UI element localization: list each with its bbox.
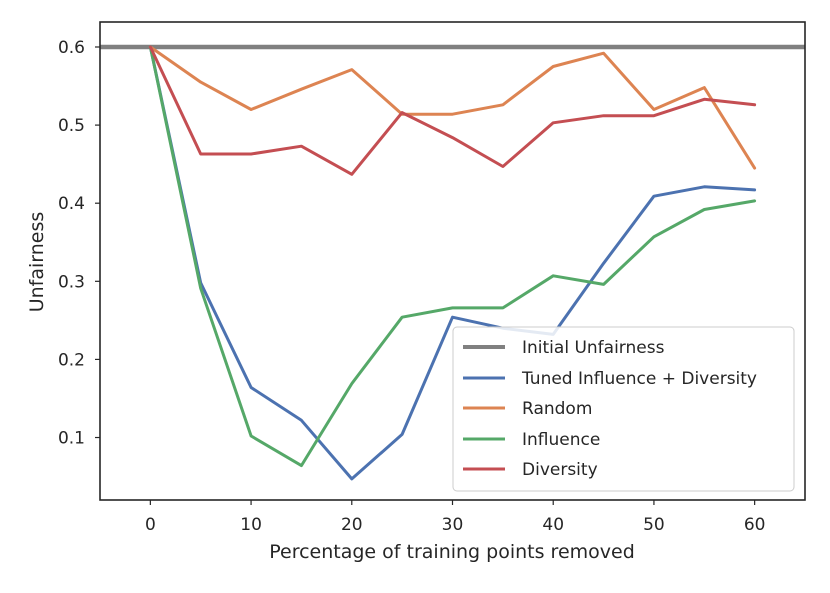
x-tick-label: 60 [744, 515, 766, 535]
series-line-influence [148, 45, 757, 468]
plot-area-frame [99, 21, 806, 501]
x-tick-label: 30 [442, 515, 464, 535]
y-tick-label: 0.3 [58, 272, 85, 292]
legend-entry-initial-unfairness: Initial Unfairness [463, 338, 665, 358]
y-axis-label: Unfairness [26, 212, 48, 313]
series-line-random [148, 45, 757, 170]
x-tick-label: 10 [240, 515, 262, 535]
legend-label-tuned-influence-diversity: Tuned Influence + Diversity [521, 369, 757, 389]
x-axis-ticks: 0 10 20 30 40 50 60 [145, 500, 766, 535]
y-tick-label: 0.5 [58, 116, 85, 136]
legend-frame [452, 326, 795, 492]
legend-entry-random: Random [463, 399, 592, 419]
plot-lines [100, 44, 805, 481]
series-line-diversity [148, 45, 757, 176]
y-tick-label: 0.1 [58, 429, 85, 449]
x-tick-label: 20 [341, 515, 363, 535]
legend-label-random: Random [522, 399, 592, 419]
legend-entry-tuned-influence-diversity: Tuned Influence + Diversity [463, 369, 757, 389]
legend-label-diversity: Diversity [522, 460, 598, 480]
x-axis-label: Percentage of training points removed [269, 541, 635, 563]
x-tick-label: 40 [542, 515, 564, 535]
y-tick-label: 0.2 [58, 350, 85, 370]
y-tick-label: 0.6 [58, 38, 85, 58]
legend-entry-influence: Influence [463, 430, 600, 450]
x-tick-label: 50 [643, 515, 665, 535]
y-axis-ticks: 0.1 0.2 0.3 0.4 0.5 0.6 [58, 38, 100, 449]
x-tick-label: 0 [145, 515, 156, 535]
legend-label-influence: Influence [522, 430, 600, 450]
legend-entry-diversity: Diversity [463, 460, 598, 480]
series-line-tuned-influence-diversity [148, 45, 757, 481]
legend-label-initial-unfairness: Initial Unfairness [522, 338, 665, 358]
legend: Initial Unfairness Tuned Influence + Div… [452, 326, 795, 492]
y-tick-label: 0.4 [58, 194, 85, 214]
